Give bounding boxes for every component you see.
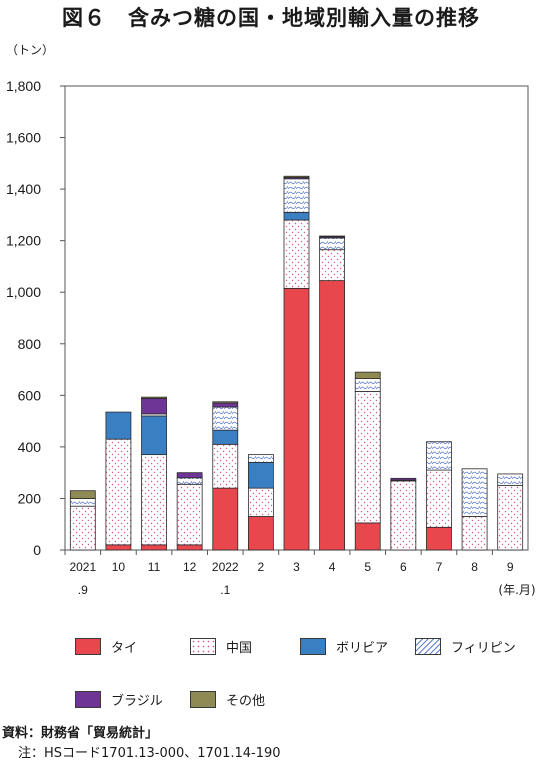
x-tick-label: 2022 [212,560,239,574]
bar-segment-その他 [354,371,381,379]
chart-footer: 資料：財務省「貿易統計」 注：HSコード1701.13-000、1701.14-… [2,724,281,764]
bar-segment-中国 [461,516,488,551]
chart-title: 図６ 含みつ糖の国・地域別輸入量の推移 [62,6,480,30]
x-tick-label: 3 [293,560,300,574]
bar-segment-中国 [497,485,524,551]
bar-segment-フィリピン [212,406,239,431]
bar-segment-中国 [319,249,346,282]
y-tick-label: 400 [18,439,42,455]
note-text: 注：HSコード1701.13-000、1701.14-190 [18,746,281,761]
bar-segment-タイ [283,287,310,551]
legend-swatch [75,691,101,708]
x-tick-label: 4 [329,560,336,574]
x-tick-label: 8 [471,560,478,574]
bar-segment-ボリビア [247,461,274,489]
legend-swatch [75,638,101,655]
y-tick-label: 1,400 [6,181,41,197]
bar-segment-中国 [354,391,381,524]
bar-segment-中国 [141,454,167,546]
bar-segment-ブラジル [176,472,203,479]
x-unit-label: (年.月) [498,583,535,597]
bar-segment-ボリビア [141,415,167,456]
y-tick-label: 800 [18,336,42,352]
legend-swatch [190,691,216,708]
legend-label: タイ [111,641,138,656]
bar-segment-フィリピン [247,454,274,463]
x-tick-label: 9 [507,560,514,574]
bar-segment-その他 [212,401,239,404]
y-tick-label: 0 [33,542,41,558]
legend-item: フィリピン [415,637,516,656]
bar-segment-その他 [319,235,346,238]
bar-segment-中国 [390,480,417,551]
y-tick-label: 1,200 [6,233,41,249]
bar-segment-タイ [141,544,167,551]
legend-label: 中国 [226,641,253,656]
bar-segment-その他 [69,490,96,499]
bar-segment-中国 [105,438,132,546]
bar-segment-中国 [247,487,274,517]
legend-label: フィリピン [451,641,516,656]
legend-item: ブラジル [75,690,163,709]
bar-segment-フィリピン [176,477,203,485]
source-text: 資料：財務省「貿易統計」 [2,726,159,741]
x-tick-label: 2 [258,560,265,574]
y-tick-label: 200 [18,490,42,506]
bar-segment-中国 [176,483,203,546]
bar-segment-その他 [283,175,310,178]
bar-segment-タイ [319,280,346,551]
x-tick-label: 12 [183,560,197,574]
x-tick-label: 2021 [69,560,96,574]
bar-segment-フィリピン [69,498,96,507]
bar-segment-フィリピン [461,468,488,517]
bar-segment-ボリビア [105,411,132,440]
x-tick-label: 10 [112,560,126,574]
x-tick-label: 7 [436,560,443,574]
bar-segment-その他 [141,396,167,399]
bar-segment-フィリピン [319,237,346,251]
y-tick-label: 1,000 [6,284,41,300]
bar-segment-中国 [426,469,452,528]
legend-item: 中国 [190,637,252,656]
legend-item: タイ [75,637,137,656]
bar-segment-フィリピン [426,441,452,471]
legend-swatch [190,638,216,655]
y-tick-label: 1,800 [6,78,41,94]
x-tick-label: .1 [220,583,230,597]
legend-swatch [300,638,326,655]
x-tick-label: 5 [364,560,371,574]
y-tick-label: 600 [18,387,42,403]
legend-label: ボリビア [336,641,389,656]
bar-segment-ブラジル [390,477,417,481]
x-tick-label: .9 [78,583,88,597]
bar-segment-中国 [283,219,310,289]
bar-segment-タイ [212,487,239,551]
legend-swatch [415,638,441,655]
y-tick-label: 1,600 [6,130,41,146]
bar-segment-フィリピン [354,378,381,392]
legend-item: ボリビア [300,637,388,656]
legend-item: その他 [190,690,265,709]
x-tick-label: 11 [148,560,161,574]
bar-segment-フィリピン [497,473,524,486]
bar-segment-フィリピン [283,178,310,213]
bar-segment-ボリビア [212,429,239,445]
bar-segment-中国 [212,443,239,489]
bar-segment-ブラジル [212,402,239,408]
bar-segment-タイ [247,516,274,551]
legend-label: ブラジル [111,694,163,709]
x-tick-label: 6 [400,560,407,574]
bar-segment-タイ [354,522,381,551]
bar-segment-ブラジル [141,398,167,415]
bar-segment-タイ [176,544,203,551]
bar-segment-タイ [426,526,452,551]
y-unit-label: （トン） [6,43,54,57]
stacked-bar-chart: （トン） 0 200 400 600 800 1,000 1,200 1,400 1,600 1,… [6,43,536,597]
bar-segment-ボリビア [283,211,310,221]
legend-label: その他 [226,694,266,709]
bar-segment-タイ [105,544,132,551]
bar-segment-中国 [69,505,96,551]
